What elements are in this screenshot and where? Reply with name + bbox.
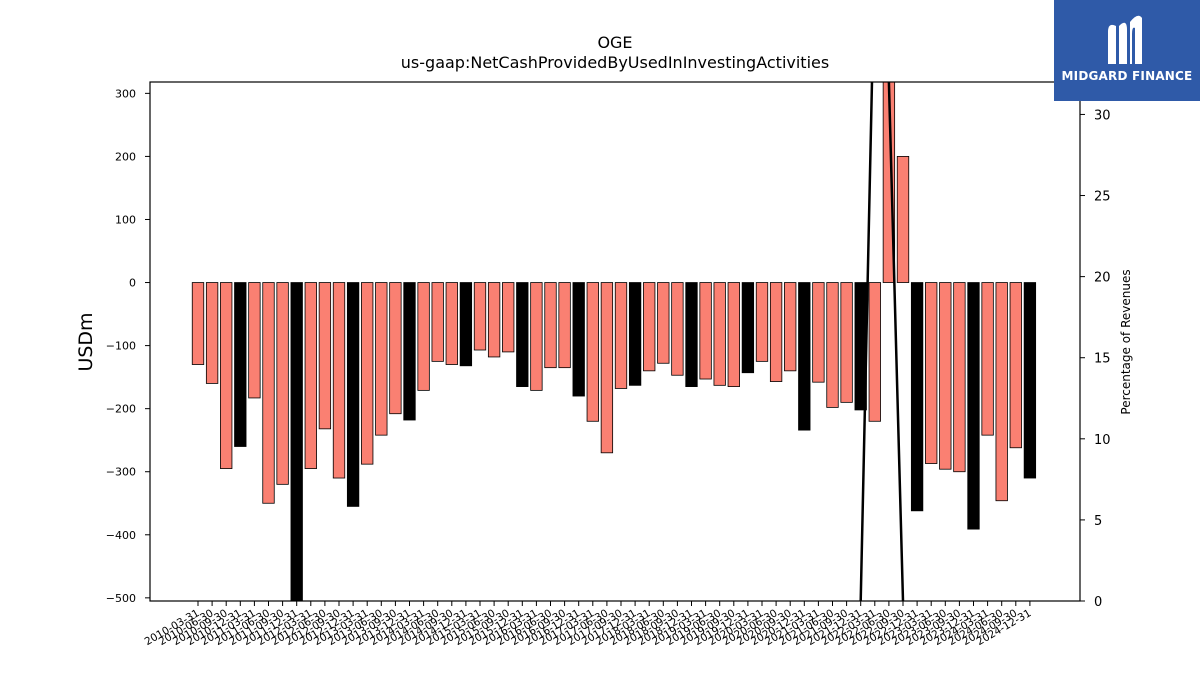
bar: [826, 282, 839, 408]
y2-axis: 0 5 10 15 20 25 30: [1080, 108, 1111, 610]
bar: [896, 156, 910, 283]
bar: [967, 282, 980, 530]
bar: [389, 282, 402, 415]
bar: [643, 282, 656, 372]
bar: [868, 282, 881, 422]
logo-text: MIDGARD FINANCE: [1061, 69, 1193, 83]
bar: [361, 282, 374, 465]
bar: [276, 282, 289, 485]
plot-frame: [149, 81, 1081, 602]
bar: [1009, 282, 1022, 449]
bar: [713, 282, 726, 386]
bar: [417, 282, 430, 391]
y2-tick-label: 10: [1094, 433, 1111, 448]
bar: [727, 282, 740, 387]
bar: [431, 282, 444, 362]
bar: [220, 282, 233, 469]
y2-tick-label: 25: [1094, 190, 1111, 205]
y-tick-label: −500: [106, 592, 136, 605]
midgard-finance-logo: MIDGARD FINANCE: [1054, 0, 1200, 101]
bar: [812, 282, 825, 383]
bar: [586, 282, 599, 422]
bar: [699, 282, 712, 380]
bar: [248, 282, 261, 399]
y-tick-label: 300: [115, 87, 136, 100]
bar: [572, 282, 585, 397]
bar: [502, 282, 515, 353]
bar: [840, 282, 853, 403]
bar: [628, 282, 642, 386]
y2-tick-label: 30: [1094, 108, 1111, 123]
bar: [318, 282, 332, 430]
y-tick-label: −200: [106, 403, 136, 416]
y-tick-label: 0: [129, 277, 136, 290]
y2-tick-label: 15: [1094, 352, 1111, 367]
bar: [375, 282, 388, 436]
bar: [614, 282, 628, 389]
x-axis: 2010-03-312010-06-302010-09-302010-12-31…: [143, 601, 1033, 648]
bar: [784, 282, 797, 372]
bar: [657, 282, 670, 364]
bar: [1023, 282, 1037, 479]
y2-axis-label: Percentage of Revenues: [1119, 269, 1133, 414]
bar: [304, 282, 317, 469]
bar: [205, 282, 219, 384]
bar: [262, 282, 275, 504]
bar: [769, 282, 783, 382]
pct-revenues-line: [859, 82, 905, 601]
y2-tick-label: 20: [1094, 271, 1111, 286]
bar: [925, 282, 938, 464]
y-tick-label: −400: [106, 529, 136, 542]
bar: [882, 82, 896, 283]
bar: [600, 282, 614, 454]
bar: [910, 282, 924, 512]
plot-area: [191, 82, 1037, 601]
bar: [459, 282, 473, 367]
bar: [473, 282, 487, 351]
bar: [530, 282, 543, 391]
y-tick-label: 100: [115, 213, 136, 226]
bar: [346, 282, 360, 507]
y-tick-label: 200: [115, 150, 136, 163]
bar: [953, 282, 966, 473]
bar: [741, 282, 755, 374]
bar: [685, 282, 698, 387]
bar: [290, 282, 303, 601]
bar: [445, 282, 458, 365]
bar: [487, 282, 501, 358]
bar: [981, 282, 994, 436]
y-tick-label: −300: [106, 466, 136, 479]
bar: [939, 282, 952, 470]
chart-title: OGE: [597, 33, 632, 52]
y-tick-label: −100: [106, 340, 136, 353]
y2-tick-label: 5: [1094, 514, 1102, 529]
chart-subtitle: us-gaap:NetCashProvidedByUsedInInvesting…: [401, 53, 829, 72]
bar: [234, 282, 247, 447]
bar: [403, 282, 416, 421]
bar: [544, 282, 557, 369]
y2-tick-label: 0: [1094, 595, 1102, 610]
bar: [332, 282, 346, 479]
bar: [191, 282, 205, 365]
bar: [995, 282, 1008, 502]
y-axis-label: USDm: [75, 312, 97, 371]
bar: [558, 282, 571, 369]
y-axis: −500 −400 −300 −200 −100 0 100 200 300: [106, 87, 150, 605]
bar: [671, 282, 684, 376]
bar: [798, 282, 811, 431]
bar: [516, 282, 529, 387]
bar: [755, 282, 769, 362]
logo-mark-icon: [1108, 15, 1142, 64]
